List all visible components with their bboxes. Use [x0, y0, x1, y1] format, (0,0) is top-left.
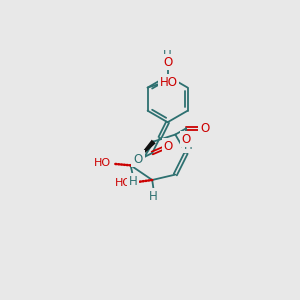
Text: HO: HO: [159, 76, 177, 89]
Text: O: O: [182, 133, 191, 146]
Text: H: H: [163, 49, 172, 62]
Text: O: O: [134, 151, 143, 164]
Text: H: H: [184, 139, 193, 152]
Text: H: H: [129, 175, 137, 188]
Text: O: O: [164, 140, 173, 153]
Text: H: H: [149, 190, 158, 203]
Text: O: O: [133, 153, 142, 166]
Text: HO: HO: [94, 158, 111, 168]
Text: O: O: [200, 122, 209, 135]
Text: HO: HO: [115, 178, 132, 188]
Polygon shape: [133, 140, 156, 164]
Text: O: O: [163, 56, 172, 69]
